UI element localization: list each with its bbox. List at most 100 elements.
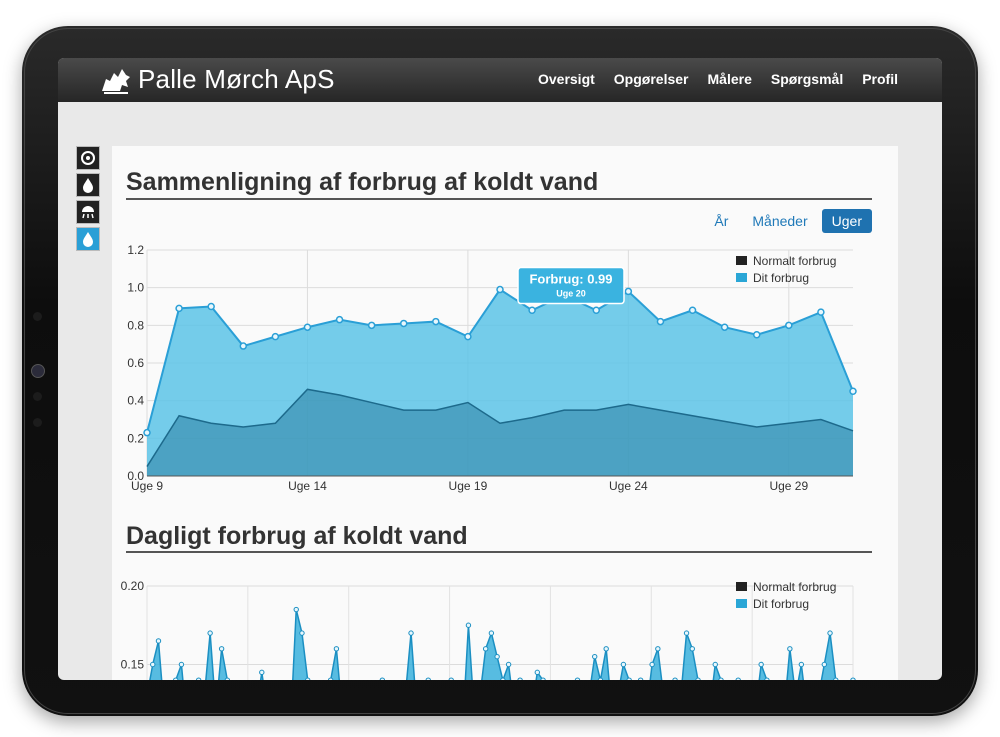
data-point [207, 302, 215, 311]
data-point [655, 646, 661, 652]
side-icon-bar [76, 146, 100, 254]
data-point [624, 287, 633, 296]
x-tick-label: Uge 19 [449, 479, 488, 493]
data-point [259, 669, 265, 676]
section-title-daily: Dagligt forbrug af koldt vand [126, 522, 468, 550]
sidebar-drop-button[interactable] [76, 173, 100, 197]
y-tick-label: 0.6 [127, 356, 144, 370]
toggle-year[interactable]: År [714, 213, 729, 229]
data-point [399, 319, 408, 328]
data-point [592, 306, 601, 315]
data-point [603, 646, 609, 652]
data-point [327, 677, 334, 680]
tablet-sensor [33, 312, 42, 321]
brand-name: Palle Mørch ApS [138, 64, 335, 94]
data-point [718, 677, 724, 680]
x-tick-label: Uge 24 [609, 479, 648, 493]
data-point [720, 323, 729, 331]
data-point [494, 653, 500, 660]
y-tick-label: 0.4 [127, 394, 144, 408]
legend-label-dit: Dit forbrug [753, 271, 809, 285]
data-point [597, 677, 604, 680]
data-point [637, 677, 644, 680]
legend-label-normalt: Normalt forbrug [753, 254, 836, 268]
legend-label-normalt: Normalt forbrug [753, 580, 836, 594]
x-tick-label: Uge 14 [288, 479, 327, 493]
data-point [143, 428, 151, 437]
data-point [798, 661, 805, 668]
data-point [821, 661, 828, 668]
main-nav: Oversigt Opgørelser Målere Spørgsmål Pro… [538, 71, 898, 87]
brand[interactable]: Palle Mørch ApS [100, 64, 335, 95]
series-line-normalt-forbrug [146, 388, 854, 467]
data-point [178, 661, 185, 668]
data-point [488, 630, 495, 636]
y-tick-label: 0.15 [121, 658, 145, 672]
nav-profil[interactable]: Profil [862, 71, 898, 87]
wolf-logo-icon [102, 68, 130, 94]
series-area-dit-forbrug [149, 609, 836, 680]
nav-oversigt[interactable]: Oversigt [537, 71, 595, 87]
tooltip-week: Uge 20 [556, 289, 586, 299]
data-point [465, 622, 472, 628]
nav-malere[interactable]: Målere [707, 71, 752, 87]
data-point [849, 387, 857, 395]
y-tick-label: 0.8 [127, 318, 144, 332]
toggle-months[interactable]: Måneder [752, 213, 808, 229]
data-point [173, 677, 179, 680]
data-point [379, 677, 386, 680]
data-point [496, 285, 504, 294]
data-point [482, 646, 489, 652]
daily-consumption-chart: 0.20 0.15 Normalt forbrug Dit forbrug [121, 579, 856, 680]
data-point [505, 661, 512, 668]
data-point [271, 332, 280, 341]
top-navbar: Palle Mørch ApS Oversigt Opgørelser Måle… [58, 58, 942, 102]
data-point [333, 646, 340, 652]
y-tick-label: 1.2 [127, 243, 144, 257]
data-point [305, 677, 311, 680]
data-point [175, 304, 183, 313]
data-point [656, 317, 665, 326]
data-point [517, 677, 523, 680]
section-title-comparison: Sammenligning af forbrug af koldt vand [126, 168, 599, 196]
data-point [574, 677, 581, 680]
data-point [620, 661, 627, 668]
toggle-weeks[interactable]: Uger [821, 209, 872, 233]
legend-swatch-dit [736, 599, 747, 608]
nav-sporgsmal[interactable]: Spørgsmål [770, 71, 844, 87]
data-point [672, 677, 678, 680]
gauge-icon [81, 151, 95, 165]
data-point [827, 630, 833, 636]
data-point [367, 321, 376, 330]
data-point [218, 646, 225, 652]
sidebar-drop-active-button[interactable] [76, 227, 100, 251]
data-point [592, 653, 598, 660]
weekly-consumption-chart: 0.0 0.2 0.4 0.6 0.8 1.0 1.2 Uge 9 Uge 14 Uge 19 Ug… [127, 243, 857, 493]
data-point [500, 677, 506, 680]
data-point [425, 677, 431, 680]
sidebar-gauge-button[interactable] [76, 146, 100, 170]
data-point [207, 630, 213, 636]
tablet-sensor [33, 392, 42, 401]
data-point [752, 331, 761, 339]
data-point [534, 669, 541, 676]
data-point [626, 677, 632, 680]
data-point [293, 606, 299, 613]
data-point [695, 677, 701, 680]
screen: Palle Mørch ApS Oversigt Opgørelser Måle… [58, 58, 942, 680]
drop-icon [83, 178, 93, 193]
nav-opgorelser[interactable]: Opgørelser [613, 71, 689, 87]
data-point [787, 646, 793, 652]
data-point [155, 638, 162, 644]
series-area-normalt-forbrug [147, 389, 853, 476]
data-point [712, 661, 718, 668]
data-point [464, 332, 472, 341]
data-point [850, 677, 856, 680]
series-line-dit-forbrug [149, 609, 837, 680]
data-point [299, 630, 305, 636]
sidebar-shower-button[interactable] [76, 200, 100, 224]
data-point [833, 677, 839, 680]
legend-label-dit: Dit forbrug [753, 597, 809, 611]
x-tick-label: Uge 9 [131, 479, 163, 493]
tooltip-value: Forbrug: 0.99 [529, 272, 612, 287]
